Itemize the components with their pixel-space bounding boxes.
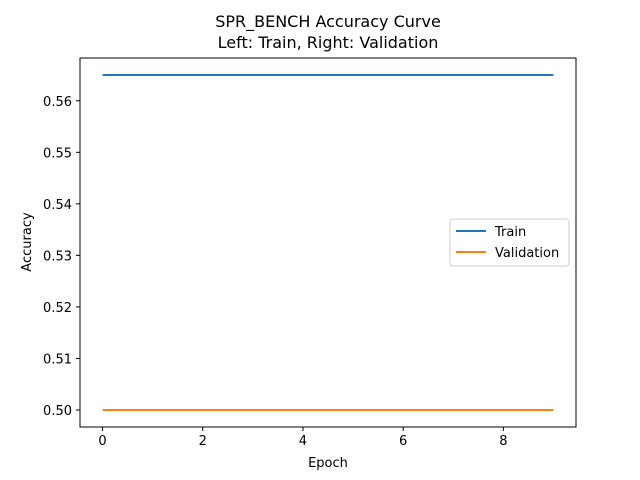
series-layer bbox=[102, 74, 554, 411]
y-axis-label: Accuracy bbox=[20, 212, 35, 272]
plot-frame bbox=[79, 57, 577, 428]
x-axis-ticks: 0 2 4 6 8 bbox=[98, 427, 507, 449]
y-axis-ticks: 0.50 0.51 0.52 0.53 0.54 0.55 0.56 bbox=[43, 95, 80, 419]
x-tick-label: 6 bbox=[399, 434, 407, 449]
x-axis-label: Epoch bbox=[308, 456, 348, 471]
y-tick-label: 0.52 bbox=[43, 301, 72, 316]
legend-label-validation: Validation bbox=[495, 246, 559, 261]
chart-title: SPR_BENCH Accuracy Curve bbox=[215, 12, 441, 32]
y-tick-label: 0.51 bbox=[43, 352, 72, 367]
x-tick-label: 4 bbox=[299, 434, 307, 449]
y-tick-label: 0.50 bbox=[43, 404, 72, 419]
y-tick-label: 0.55 bbox=[43, 146, 72, 161]
y-tick-label: 0.53 bbox=[43, 249, 72, 264]
x-tick-label: 0 bbox=[98, 434, 106, 449]
y-tick-label: 0.54 bbox=[43, 198, 72, 213]
x-tick-label: 2 bbox=[199, 434, 207, 449]
legend: Train Validation bbox=[449, 218, 570, 267]
y-tick-label: 0.56 bbox=[43, 95, 72, 110]
x-tick-label: 8 bbox=[499, 434, 507, 449]
chart-subtitle: Left: Train, Right: Validation bbox=[218, 33, 439, 52]
legend-label-train: Train bbox=[494, 225, 526, 240]
